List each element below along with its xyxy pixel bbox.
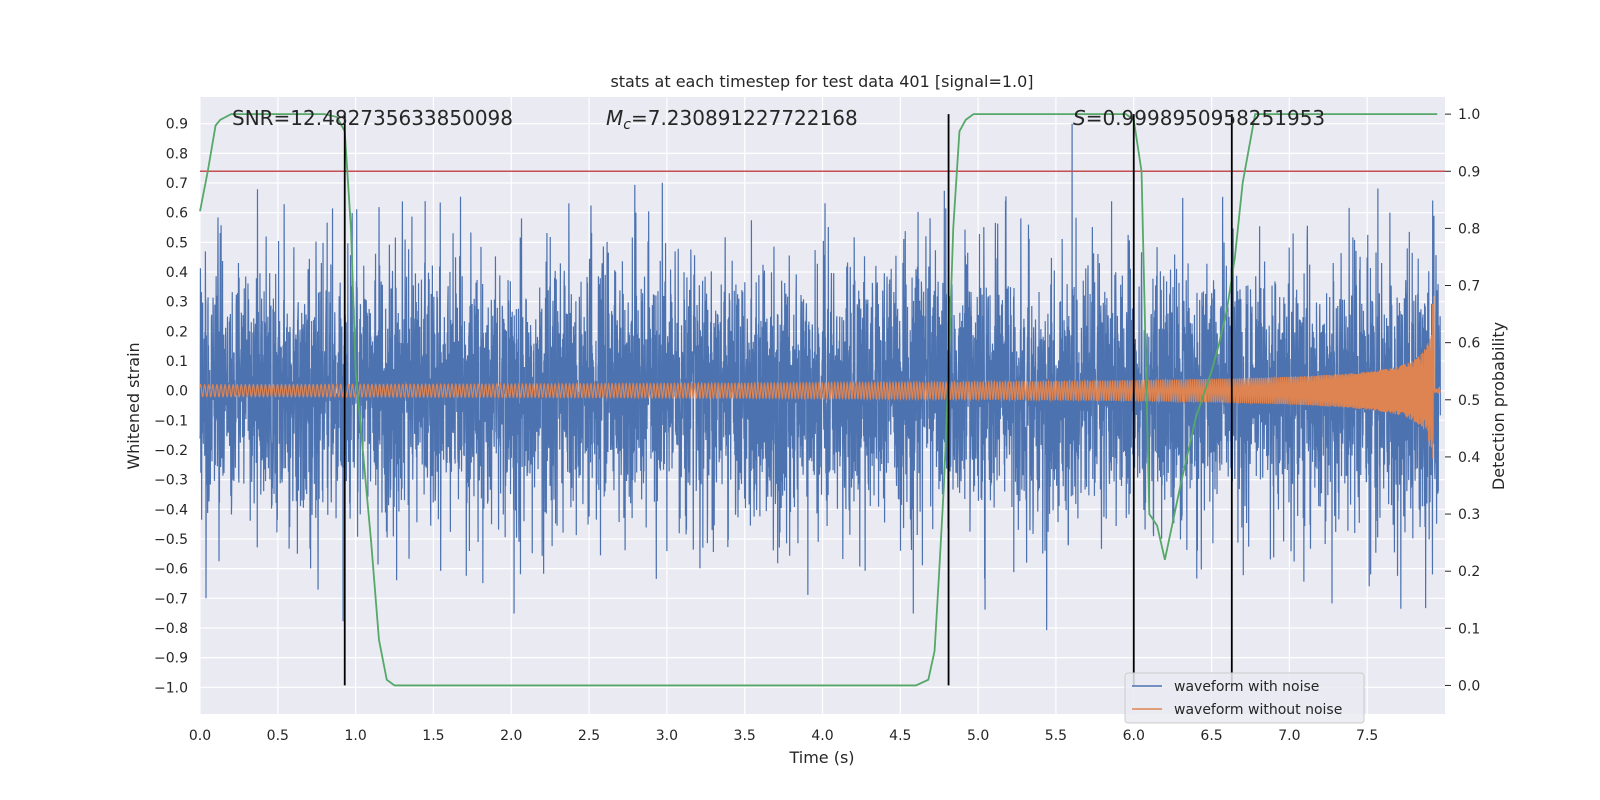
x-axis-ticks: 0.0 0.5 1.0 1.5 2.0 2.5 3.0 3.5 4.0 4.5 5.0 5.5 6.0 6… (189, 728, 1378, 744)
y-left-tick-label: −0.9 (154, 651, 188, 667)
annotation-s-symbol: S (1073, 106, 1086, 130)
x-tick-label: 2.5 (578, 728, 600, 744)
annotation-mc-symbol: M (606, 106, 623, 130)
series-waveform-without-noise (199, 295, 1441, 459)
y-axis-right-label: Detection probability (1489, 322, 1508, 490)
y-left-tick-label: 0.5 (166, 235, 188, 251)
legend-label-waveform-without-noise: waveform without noise (1174, 702, 1342, 718)
x-axis-label: Time (s) (788, 748, 854, 767)
annotation-mc-subscript: c (623, 117, 631, 133)
vertical-markers (343, 114, 1233, 686)
y-right-tick-label: 0.1 (1458, 621, 1480, 637)
annotation-snr: SNR=12.482735633850098 (232, 106, 513, 130)
x-tick-label: 0.5 (267, 728, 289, 744)
y-left-tick-label: −0.8 (154, 621, 188, 637)
x-tick-label: 6.0 (1123, 728, 1145, 744)
y-axis-left-ticks: −1.0 −0.9 −0.8 −0.7 −0.6 −0.5 −0.4 −0.3 −0.2 −0.1… (154, 117, 188, 697)
annotation-s-value: =0.9998950958251953 (1086, 106, 1325, 130)
x-tick-label: 3.0 (656, 728, 678, 744)
waveform-without-noise-line (199, 295, 1441, 459)
x-tick-label: 5.5 (1045, 728, 1067, 744)
series-detection-probability (199, 113, 1438, 687)
x-tick-label: 4.0 (811, 728, 833, 744)
y-left-tick-label: −0.2 (154, 443, 188, 459)
x-tick-label: 6.5 (1200, 728, 1222, 744)
y-left-tick-label: 0.6 (166, 206, 188, 222)
y-left-tick-label: 0.9 (166, 117, 188, 133)
y-right-tick-label: 0.7 (1458, 279, 1480, 295)
x-tick-label: 4.5 (889, 728, 911, 744)
y-right-tick-label: 0.6 (1458, 336, 1480, 352)
x-tick-label: 1.0 (344, 728, 366, 744)
annotation-mc: Mc=7.230891227722168 (606, 106, 858, 133)
y-right-tick-label: 0.5 (1458, 393, 1480, 409)
legend-box (1124, 672, 1365, 724)
y-left-tick-label: −0.1 (154, 413, 188, 429)
x-tick-label: 2.0 (500, 728, 522, 744)
annotation-mc-value: =7.230891227722168 (631, 106, 858, 130)
legend: waveform with noise waveform without noi… (1124, 672, 1365, 724)
x-tick-label: 1.5 (422, 728, 444, 744)
annotation-s: S=0.9998950958251953 (1073, 106, 1325, 130)
y-left-tick-label: 0.0 (166, 384, 188, 400)
y-right-tick-label: 0.3 (1458, 507, 1480, 523)
y-right-tick-label: 1.0 (1458, 107, 1480, 123)
legend-label-waveform-with-noise: waveform with noise (1174, 679, 1319, 695)
y-axis-left-label: Whitened strain (124, 342, 143, 469)
y-right-tick-label: 0.4 (1458, 450, 1480, 466)
y-left-tick-label: 0.7 (166, 176, 188, 192)
y-axis-right-ticks: 0.0 0.1 0.2 0.3 0.4 0.5 0.6 0.7 0.8 0.9 1.0 (1445, 107, 1480, 694)
y-left-tick-label: −0.6 (154, 562, 188, 578)
x-tick-label: 7.0 (1278, 728, 1300, 744)
y-left-tick-label: 0.3 (166, 295, 188, 311)
y-left-tick-label: −0.5 (154, 532, 188, 548)
x-tick-label: 0.0 (189, 728, 211, 744)
y-left-tick-label: −1.0 (154, 680, 188, 696)
x-tick-label: 5.0 (967, 728, 989, 744)
y-left-tick-label: −0.4 (154, 502, 188, 518)
y-right-tick-label: 0.2 (1458, 564, 1480, 580)
chart-title: stats at each timestep for test data 401… (610, 72, 1033, 91)
x-tick-label: 3.5 (734, 728, 756, 744)
y-left-tick-label: 0.8 (166, 146, 188, 162)
y-left-tick-label: 0.4 (166, 265, 188, 281)
x-tick-label: 7.5 (1356, 728, 1378, 744)
y-right-tick-label: 0.9 (1458, 164, 1480, 180)
y-left-tick-label: −0.3 (154, 473, 188, 489)
y-left-tick-label: 0.2 (166, 324, 188, 340)
y-left-tick-label: −0.7 (154, 591, 188, 607)
detection-probability-line (199, 113, 1438, 687)
y-right-tick-label: 0.0 (1458, 678, 1480, 694)
y-left-tick-label: 0.1 (166, 354, 188, 370)
y-right-tick-label: 0.8 (1458, 221, 1480, 237)
